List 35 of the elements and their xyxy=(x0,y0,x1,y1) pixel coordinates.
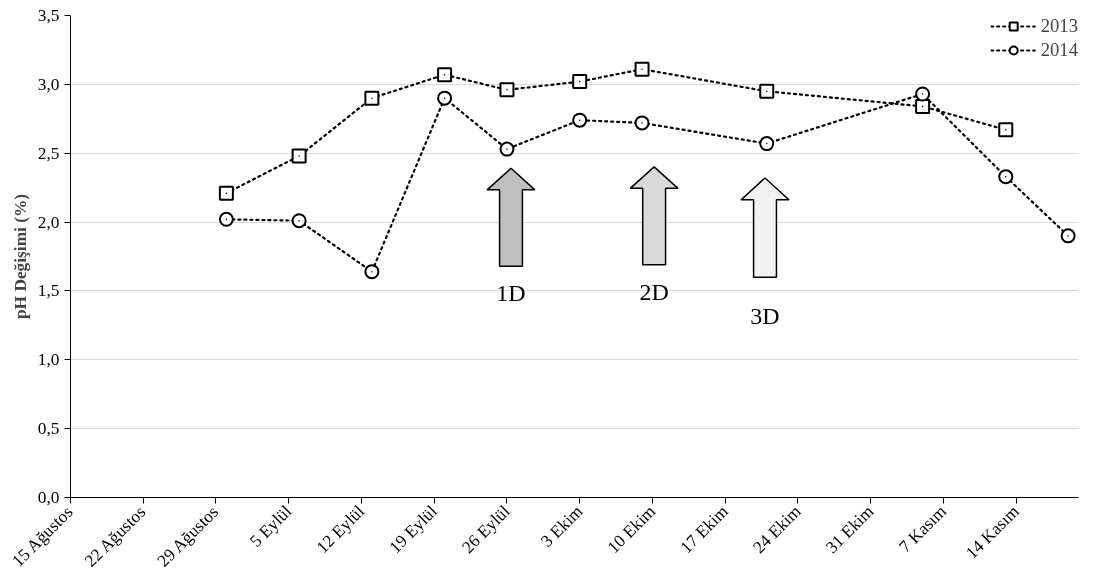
annotation: 3D xyxy=(750,302,780,329)
point xyxy=(218,185,234,201)
y-tick-label: 0,5 xyxy=(37,419,60,439)
annotation: 2D xyxy=(639,278,669,305)
point xyxy=(915,98,931,114)
point xyxy=(291,148,307,164)
point xyxy=(759,83,775,99)
point xyxy=(634,115,650,131)
point xyxy=(1060,228,1076,244)
legend-label: 2013 xyxy=(1040,15,1078,37)
point xyxy=(572,112,588,128)
point xyxy=(998,169,1014,185)
point xyxy=(218,211,234,227)
y-tick-label: 0,0 xyxy=(37,488,60,507)
y-tick-label: 2,0 xyxy=(37,212,60,232)
point xyxy=(572,74,588,90)
annotation: 1D xyxy=(496,280,526,307)
y-axis-title: pH Değişimi (%) xyxy=(10,193,30,320)
point xyxy=(364,264,380,280)
point xyxy=(499,82,515,98)
y-tick-label: 1,0 xyxy=(37,350,60,370)
point xyxy=(364,90,380,106)
y-tick-label: 3,5 xyxy=(37,6,60,25)
y-tick-label: 1,5 xyxy=(37,281,60,301)
point xyxy=(499,141,515,157)
point xyxy=(437,90,453,106)
point xyxy=(998,122,1014,138)
legend-label: 2014 xyxy=(1040,39,1078,61)
point xyxy=(759,136,775,152)
point xyxy=(291,213,307,229)
point xyxy=(437,67,453,83)
point xyxy=(634,61,650,77)
point xyxy=(915,86,931,102)
y-tick-label: 2,5 xyxy=(37,143,60,163)
y-tick-label: 3,0 xyxy=(37,74,60,94)
